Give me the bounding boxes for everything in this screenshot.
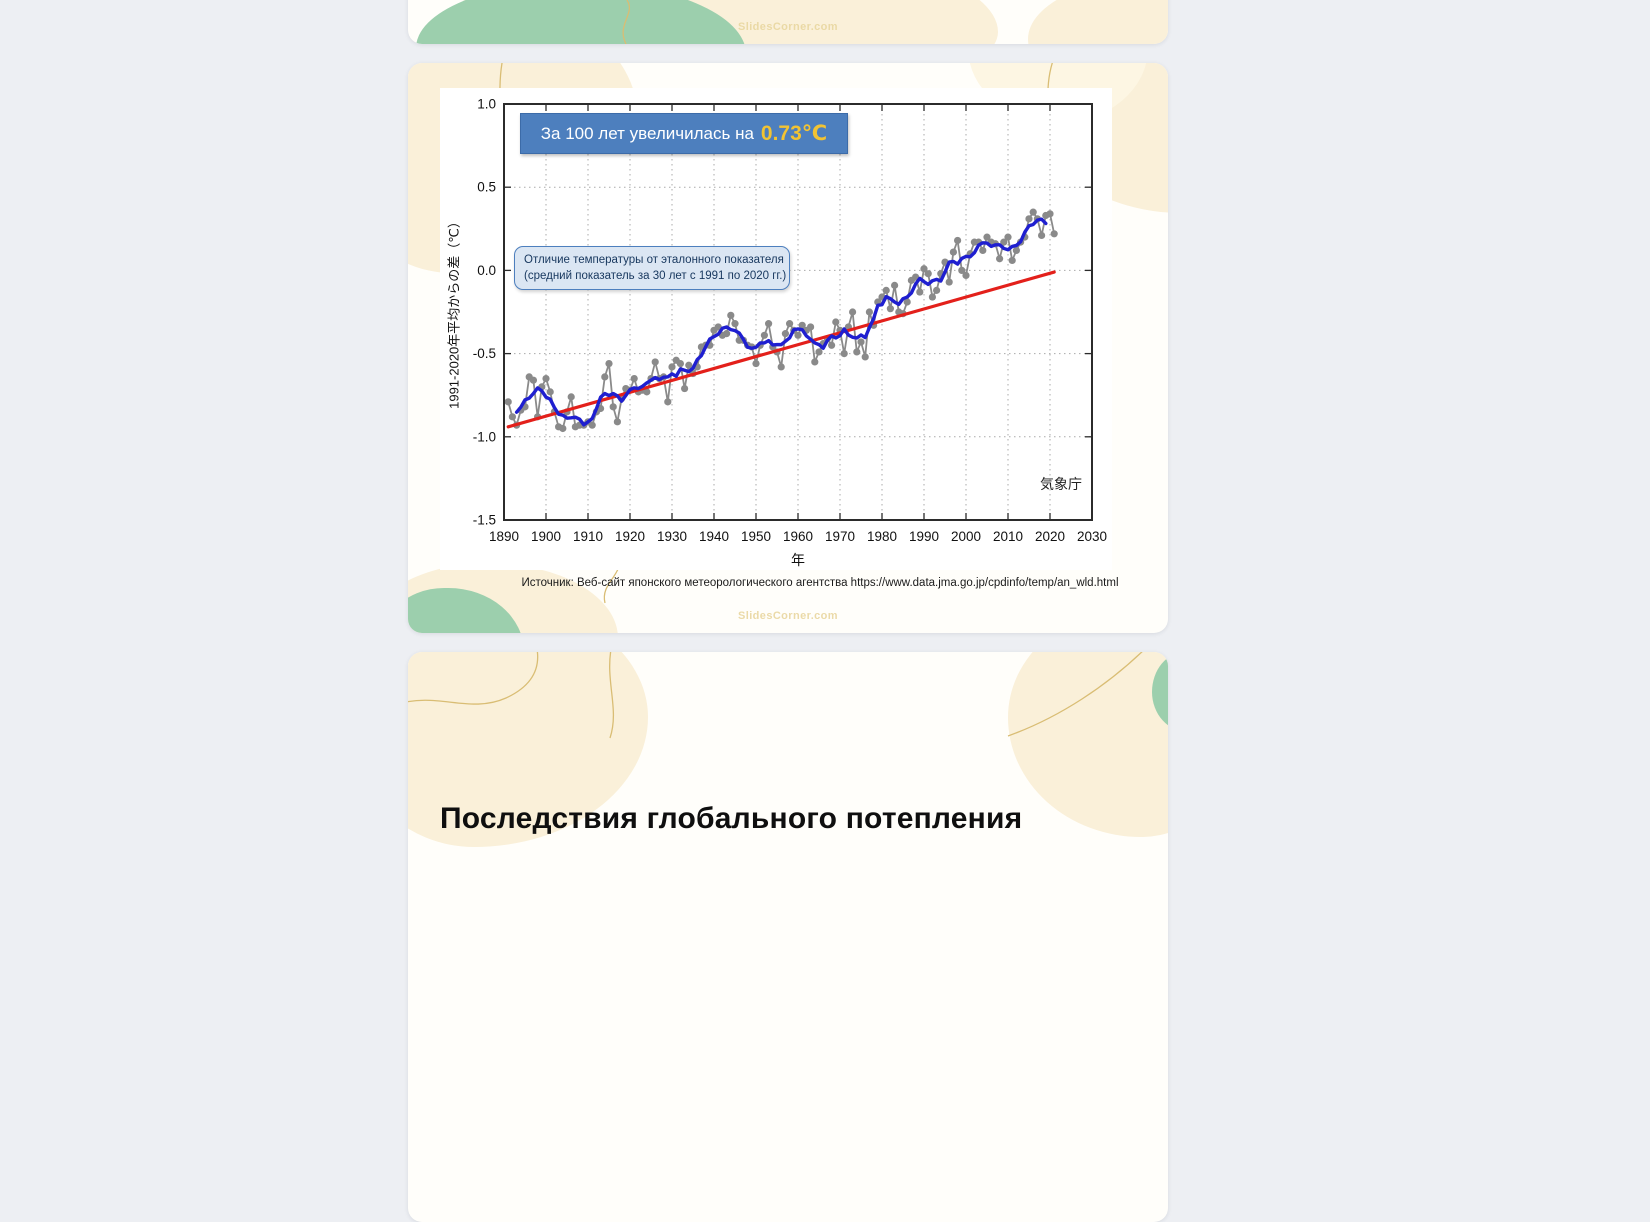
svg-text:1.0: 1.0 (477, 97, 496, 112)
svg-text:1910: 1910 (573, 529, 603, 544)
temperature-anomaly-chart: 1890 1900 1910 1920 1930 1940 1950 1960 1970 1980… (440, 88, 1112, 570)
svg-text:2020: 2020 (1035, 529, 1065, 544)
x-axis-label: 年 (791, 552, 805, 568)
watermark: SlidesCorner.com (738, 610, 838, 622)
chart-plot-area: 1890 1900 1910 1920 1930 1940 1950 1960 1970 1980… (473, 97, 1107, 545)
series-linear-trend (506, 270, 1056, 429)
axis-ticks (503, 103, 1093, 521)
y-axis-label: 1991-2020年平均からの差（℃） (446, 215, 462, 409)
svg-text:1930: 1930 (657, 529, 687, 544)
headline-box: За 100 лет увеличилась на 0.73℃ (520, 113, 848, 154)
source-citation: Источник: Веб-сайт японского метеорологи… (521, 577, 1119, 589)
headline-value: 0.73℃ (760, 122, 828, 145)
decor-blob-green (416, 0, 746, 44)
svg-text:1940: 1940 (699, 529, 729, 544)
headline-text: За 100 лет увеличилась на (540, 123, 754, 143)
decor-blob-cream (1008, 652, 1168, 837)
svg-text:1980: 1980 (867, 529, 897, 544)
current-slide-card: 1890 1900 1910 1920 1930 1940 1950 1960 1970 1980… (408, 63, 1168, 633)
watermark: SlidesCorner.com (738, 21, 838, 33)
svg-text:1960: 1960 (783, 529, 813, 544)
svg-text:1900: 1900 (531, 529, 561, 544)
svg-text:-1.5: -1.5 (473, 513, 496, 528)
annotation-line2: (средний показатель за 30 лет с 1991 по … (524, 270, 787, 283)
svg-text:2030: 2030 (1077, 529, 1107, 544)
annotation-line1: Отличие температуры от эталонного показа… (524, 254, 784, 266)
svg-text:1920: 1920 (615, 529, 645, 544)
svg-text:1950: 1950 (741, 529, 771, 544)
svg-text:2010: 2010 (993, 529, 1023, 544)
previous-slide-card: SlidesCorner.com (408, 0, 1168, 44)
grid-lines (504, 104, 1092, 520)
svg-text:-0.5: -0.5 (473, 346, 496, 361)
svg-text:1890: 1890 (489, 529, 519, 544)
x-tick-labels: 1890 1900 1910 1920 1930 1940 1950 1960 1970 1980… (489, 529, 1107, 544)
decor-blob-cream (1028, 0, 1168, 44)
series-five-year-mean (514, 217, 1048, 427)
svg-text:1970: 1970 (825, 529, 855, 544)
svg-text:-1.0: -1.0 (473, 429, 496, 444)
svg-text:0.5: 0.5 (477, 180, 496, 195)
svg-text:0.0: 0.0 (477, 263, 496, 278)
svg-text:2000: 2000 (951, 529, 981, 544)
next-section-heading: Последствия глобального потепления (440, 802, 1023, 835)
next-slide-card: Последствия глобального потепления (408, 652, 1168, 1222)
decor-blob-green (1152, 652, 1168, 732)
agency-label: 気象庁 (1040, 476, 1082, 492)
plot-frame (503, 103, 1093, 521)
annotation-box: Отличие температуры от эталонного показа… (514, 246, 790, 291)
y-tick-labels: 1.0 0.5 0.0 -0.5 -1.0 -1.5 (473, 97, 496, 528)
svg-text:1990: 1990 (909, 529, 939, 544)
